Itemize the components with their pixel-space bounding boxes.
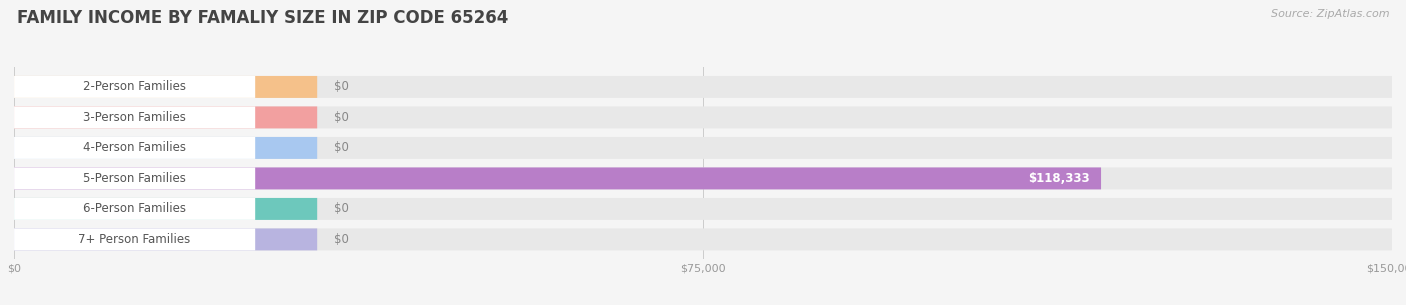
Text: $0: $0 [333,111,349,124]
FancyBboxPatch shape [14,137,256,159]
FancyBboxPatch shape [14,76,256,98]
Text: 7+ Person Families: 7+ Person Families [79,233,191,246]
Text: $0: $0 [333,233,349,246]
Text: $0: $0 [333,203,349,215]
FancyBboxPatch shape [14,228,318,250]
FancyBboxPatch shape [14,106,256,128]
FancyBboxPatch shape [14,106,1392,128]
FancyBboxPatch shape [14,76,1392,98]
FancyBboxPatch shape [14,228,1392,250]
Text: 4-Person Families: 4-Person Families [83,142,186,154]
FancyBboxPatch shape [14,167,256,189]
FancyBboxPatch shape [14,198,318,220]
FancyBboxPatch shape [14,167,1392,189]
Text: $0: $0 [333,142,349,154]
Text: 5-Person Families: 5-Person Families [83,172,186,185]
FancyBboxPatch shape [14,167,1101,189]
FancyBboxPatch shape [14,137,318,159]
FancyBboxPatch shape [14,198,1392,220]
Text: $118,333: $118,333 [1028,172,1090,185]
FancyBboxPatch shape [14,76,318,98]
Text: FAMILY INCOME BY FAMALIY SIZE IN ZIP CODE 65264: FAMILY INCOME BY FAMALIY SIZE IN ZIP COD… [17,9,508,27]
Text: 6-Person Families: 6-Person Families [83,203,186,215]
FancyBboxPatch shape [14,228,256,250]
Text: $0: $0 [333,81,349,93]
Text: 3-Person Families: 3-Person Families [83,111,186,124]
Text: 2-Person Families: 2-Person Families [83,81,186,93]
Text: Source: ZipAtlas.com: Source: ZipAtlas.com [1271,9,1389,19]
FancyBboxPatch shape [14,137,1392,159]
FancyBboxPatch shape [14,198,256,220]
FancyBboxPatch shape [14,106,318,128]
